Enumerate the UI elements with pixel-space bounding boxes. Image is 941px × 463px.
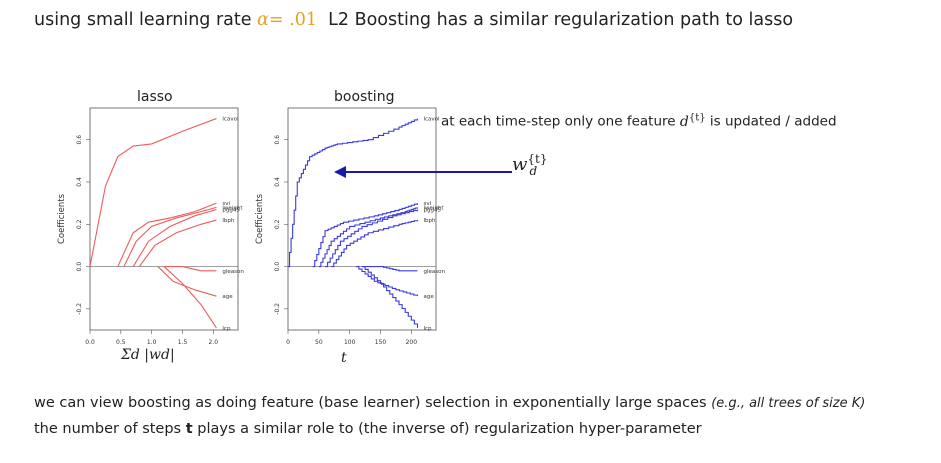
series-label-lbph: lbph bbox=[222, 218, 235, 224]
boosting-xlabel: t bbox=[341, 350, 347, 366]
x-tick-label: 200 bbox=[406, 339, 418, 346]
x-tick-label: 0.0 bbox=[85, 339, 95, 346]
series-label-pgg45: pgg45 bbox=[424, 207, 442, 213]
series-line-svi bbox=[312, 203, 419, 268]
note-math: d{t} bbox=[679, 112, 706, 130]
x-tick-label: 2.0 bbox=[209, 339, 219, 346]
alpha-value: = .01 bbox=[268, 10, 317, 30]
x-tick-label: 1.0 bbox=[147, 339, 157, 346]
plot-frame bbox=[89, 107, 239, 331]
x-tick-label: 1.5 bbox=[178, 339, 188, 346]
series-label-pgg45: pgg45 bbox=[222, 207, 240, 213]
series-label-lbph: lbph bbox=[424, 218, 437, 224]
headline-suffix: L2 Boosting has a similar regularization… bbox=[328, 10, 794, 30]
x-tick-label: 150 bbox=[375, 339, 387, 346]
series-line-age bbox=[355, 266, 419, 297]
series-label-lcp: lcp bbox=[222, 326, 231, 332]
series-label-lcavol: lcavol bbox=[222, 117, 239, 123]
bottom-line-2-prefix: the number of steps bbox=[34, 421, 182, 437]
series-label-lcp: lcp bbox=[424, 326, 433, 332]
y-tick-label: 0.6 bbox=[76, 135, 83, 145]
series-line-pgg45 bbox=[132, 208, 217, 267]
bottom-line-1-text: we can view boosting as doing feature (b… bbox=[34, 395, 707, 411]
x-tick-label: 0 bbox=[286, 339, 290, 346]
bottom-line-1: we can view boosting as doing feature (b… bbox=[34, 395, 865, 411]
update-arrow bbox=[334, 166, 512, 178]
series-line-lcavol bbox=[89, 118, 217, 267]
x-tick-label: 50 bbox=[315, 339, 323, 346]
series-label-gleason: gleason bbox=[222, 269, 244, 275]
note-suffix: is updated / added bbox=[709, 113, 837, 130]
y-tick-label: 0.0 bbox=[76, 262, 83, 272]
feature-update-note: at each time-step only one feature d{t} … bbox=[441, 112, 837, 130]
plot-frame bbox=[287, 107, 437, 331]
lasso-chart: -0.2 0.0 0.2 0.4 0.6 Coefficients 0.0 0.5 1.0 1.5… bbox=[57, 107, 244, 346]
series-label-gleason: gleason bbox=[424, 269, 446, 275]
series-line-lbph bbox=[331, 220, 419, 268]
series-label-lweight: lweight bbox=[222, 205, 243, 211]
bottom-line-2: the number of steps t plays a similar ro… bbox=[34, 421, 702, 437]
series-label-age: age bbox=[424, 294, 435, 300]
series-label-lweight: lweight bbox=[424, 205, 445, 211]
y-tick-label: 0.4 bbox=[76, 177, 83, 187]
series-line-lcp bbox=[362, 266, 419, 328]
y-tick-label: -0.2 bbox=[76, 303, 83, 315]
y-tick-label: 0.4 bbox=[274, 177, 281, 187]
lasso-title: lasso bbox=[137, 89, 173, 105]
series-line-lweight bbox=[123, 206, 217, 267]
series-line-gleason bbox=[362, 266, 418, 272]
y-tick-label: 0.2 bbox=[76, 219, 83, 229]
series-line-lcp bbox=[163, 266, 217, 329]
series-label-svi: svi bbox=[424, 201, 432, 207]
x-tick-label: 100 bbox=[344, 339, 356, 346]
series-line-gleason bbox=[164, 266, 217, 272]
bottom-line-2-bold: t bbox=[185, 421, 193, 437]
y-tick-label: 0.2 bbox=[274, 219, 281, 229]
alpha-symbol: α bbox=[257, 10, 269, 30]
boosting-title: boosting bbox=[334, 89, 395, 105]
lasso-xlabel: Σd |wd| bbox=[121, 347, 175, 363]
y-axis-label: Coefficients bbox=[255, 193, 265, 244]
weight-label: w{t}d bbox=[512, 152, 548, 178]
series-label-age: age bbox=[222, 294, 233, 300]
y-tick-label: -0.2 bbox=[274, 303, 281, 315]
bottom-line-1-italic: (e.g., all trees of size K) bbox=[711, 396, 866, 411]
bottom-line-2-suffix: plays a similar role to (the inverse of)… bbox=[197, 421, 702, 437]
y-axis-label: Coefficients bbox=[57, 193, 67, 244]
y-tick-label: 0.6 bbox=[274, 135, 281, 145]
slide-headline: using small learning rate α= .01 L2 Boos… bbox=[34, 10, 793, 30]
series-line-lbph bbox=[138, 219, 217, 267]
series-line-svi bbox=[117, 202, 217, 267]
series-line-lcavol bbox=[288, 118, 419, 268]
x-tick-label: 0.5 bbox=[116, 339, 126, 346]
note-prefix: at each time-step only one feature bbox=[441, 113, 676, 130]
series-label-svi: svi bbox=[222, 201, 230, 207]
boosting-chart: -0.2 0.0 0.2 0.4 0.6 Coefficients 0 50 100 150 200… bbox=[255, 107, 446, 346]
y-tick-label: 0.0 bbox=[274, 262, 281, 272]
series-label-lcavol: lcavol bbox=[424, 117, 441, 123]
series-line-lweight bbox=[318, 207, 419, 268]
headline-prefix: using small learning rate bbox=[34, 10, 252, 30]
series-line-pgg45 bbox=[325, 209, 419, 268]
